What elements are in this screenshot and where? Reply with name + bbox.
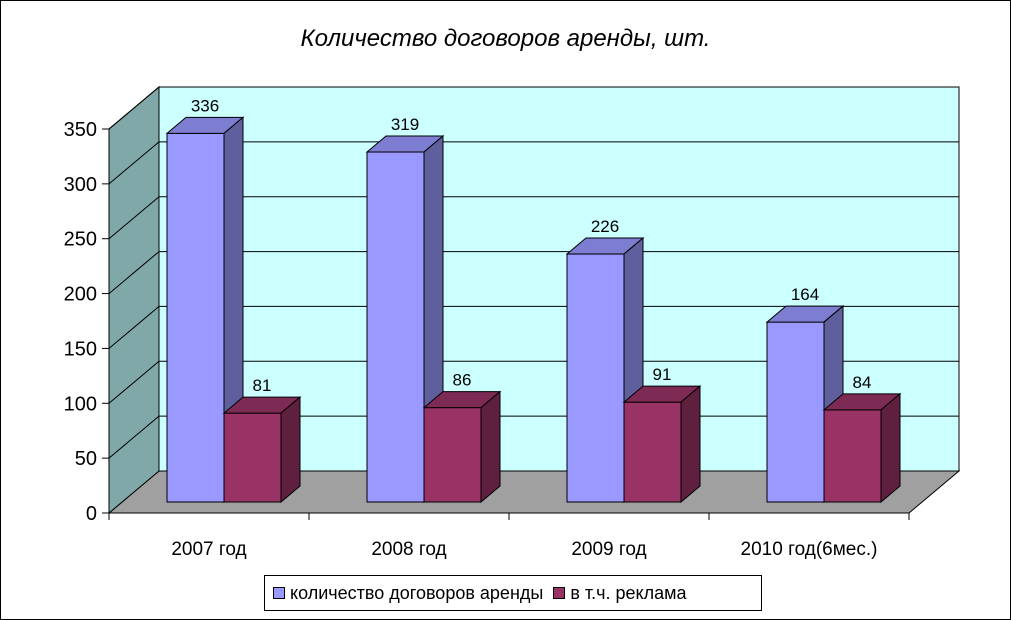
y-tick-label: 100	[64, 393, 97, 415]
side-wall	[108, 85, 160, 515]
legend: количество договоров аренды в т.ч. рекла…	[264, 575, 762, 611]
bar-1-1-front	[166, 132, 225, 503]
data-label: 91	[653, 365, 672, 384]
gridline	[108, 86, 959, 130]
x-tick-label: 2007 год	[171, 539, 246, 560]
bar-2-3-front	[623, 401, 682, 503]
bar-2-1-side	[280, 396, 301, 504]
y-tick-label: 250	[64, 229, 97, 251]
data-label: 86	[453, 371, 472, 390]
bar-1-2-front	[366, 151, 425, 503]
gridline	[108, 196, 959, 240]
bar-2-3-side	[680, 385, 701, 504]
y-tick-label: 150	[64, 338, 97, 360]
data-label: 81	[253, 376, 272, 395]
x-tick-label: 2008 год	[371, 539, 446, 560]
bar-2-4-side	[880, 392, 901, 504]
bar-2-1-front	[223, 412, 282, 503]
data-label: 226	[591, 217, 619, 236]
bar-2-2-side	[480, 390, 501, 504]
x-tick-label: 2009 год	[571, 539, 646, 560]
gridline	[108, 141, 959, 185]
legend-label-series-1: количество договоров аренды	[290, 582, 544, 603]
legend-label-series-2: в т.ч. реклама	[570, 582, 687, 603]
legend-item-series-2: в т.ч. реклама	[553, 582, 687, 604]
gridline	[108, 305, 959, 349]
y-tick-label: 350	[64, 119, 97, 141]
bar-1-3-front	[566, 253, 625, 503]
gridline	[108, 251, 959, 294]
legend-item-series-1: количество договоров аренды	[273, 583, 543, 604]
bar-2-4-front	[823, 409, 882, 503]
y-tick-label: 200	[64, 284, 97, 306]
data-label: 84	[853, 373, 872, 392]
legend-swatch-series-1	[273, 587, 285, 599]
gridline	[108, 360, 959, 404]
legend-swatch-series-2	[553, 587, 566, 599]
y-tick-label: 50	[75, 448, 97, 470]
data-label: 319	[391, 115, 419, 134]
y-tick-label: 0	[86, 503, 97, 525]
chart-title: Количество договоров аренды, шт.	[300, 25, 711, 52]
bar-1-4-front	[766, 321, 825, 503]
y-tick-label: 300	[64, 174, 97, 196]
x-tick-label: 2010 год(6мес.)	[741, 539, 878, 560]
data-label: 336	[191, 96, 219, 115]
bar-2-2-front	[423, 407, 482, 503]
data-label: 164	[791, 285, 819, 304]
